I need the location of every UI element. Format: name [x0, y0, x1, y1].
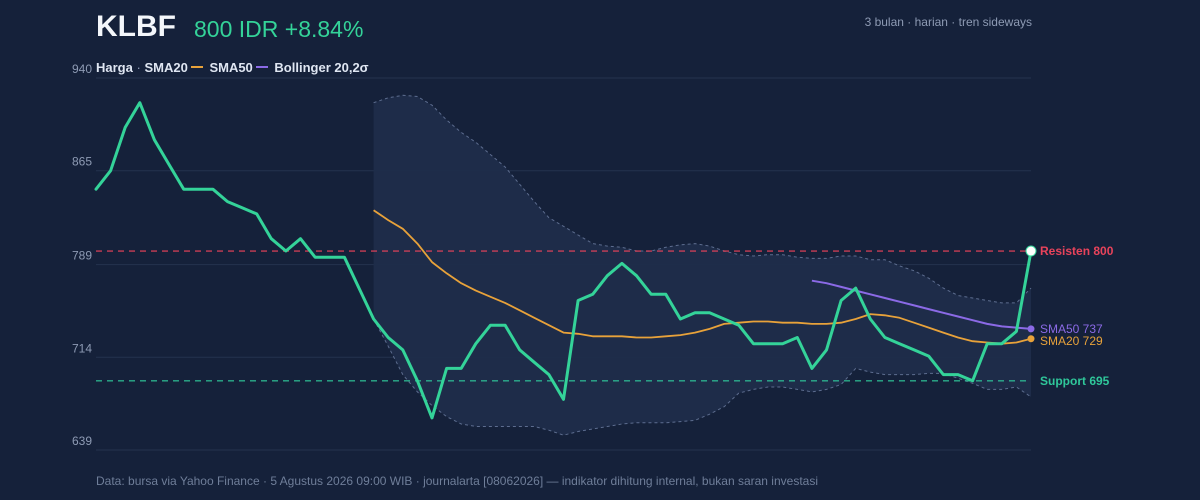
resisten-label: Resisten 800 — [1040, 244, 1114, 258]
ticker-symbol: KLBF — [96, 10, 176, 43]
price-end-marker — [1025, 245, 1037, 257]
price-change: 800 IDR +8.84% — [194, 16, 364, 42]
sma50-end-marker — [1027, 325, 1035, 333]
legend-sma20-swatch — [190, 66, 203, 69]
legend-sma50: SMA50 — [209, 60, 253, 75]
bollinger-lower-line — [373, 318, 1032, 436]
y-tick-label: 940 — [72, 62, 92, 76]
support-label: Support 695 — [1040, 374, 1110, 388]
legend-sma20: SMA20 — [144, 60, 188, 75]
sma20-end-label: SMA20 729 — [1040, 334, 1103, 348]
y-tick-label: 639 — [72, 434, 92, 448]
y-tick-label: 865 — [72, 155, 92, 169]
bollinger-upper-line — [373, 94, 1032, 304]
footer-source: Data: bursa via Yahoo Finance · 5 Agustu… — [96, 474, 818, 488]
legend: Harga · SMA20 SMA50 Bollinger 20,2σ — [96, 60, 369, 75]
sma20-end-marker — [1027, 335, 1035, 343]
legend-sma50-swatch — [255, 66, 268, 69]
legend-price: Harga — [96, 60, 133, 75]
price-line — [94, 101, 1033, 420]
legend-bollinger: Bollinger 20,2σ — [274, 60, 369, 75]
sma20-line — [373, 209, 1032, 345]
sma50-line — [811, 279, 1032, 330]
bollinger-band-area — [373, 95, 1032, 436]
sma50-end-label: SMA50 737 — [1040, 322, 1103, 336]
y-tick-label: 714 — [72, 341, 92, 355]
legend-separator: · — [136, 60, 141, 75]
chart-meta: 3 bulan · harian · tren sideways — [864, 15, 1032, 29]
y-tick-label: 789 — [72, 249, 92, 263]
